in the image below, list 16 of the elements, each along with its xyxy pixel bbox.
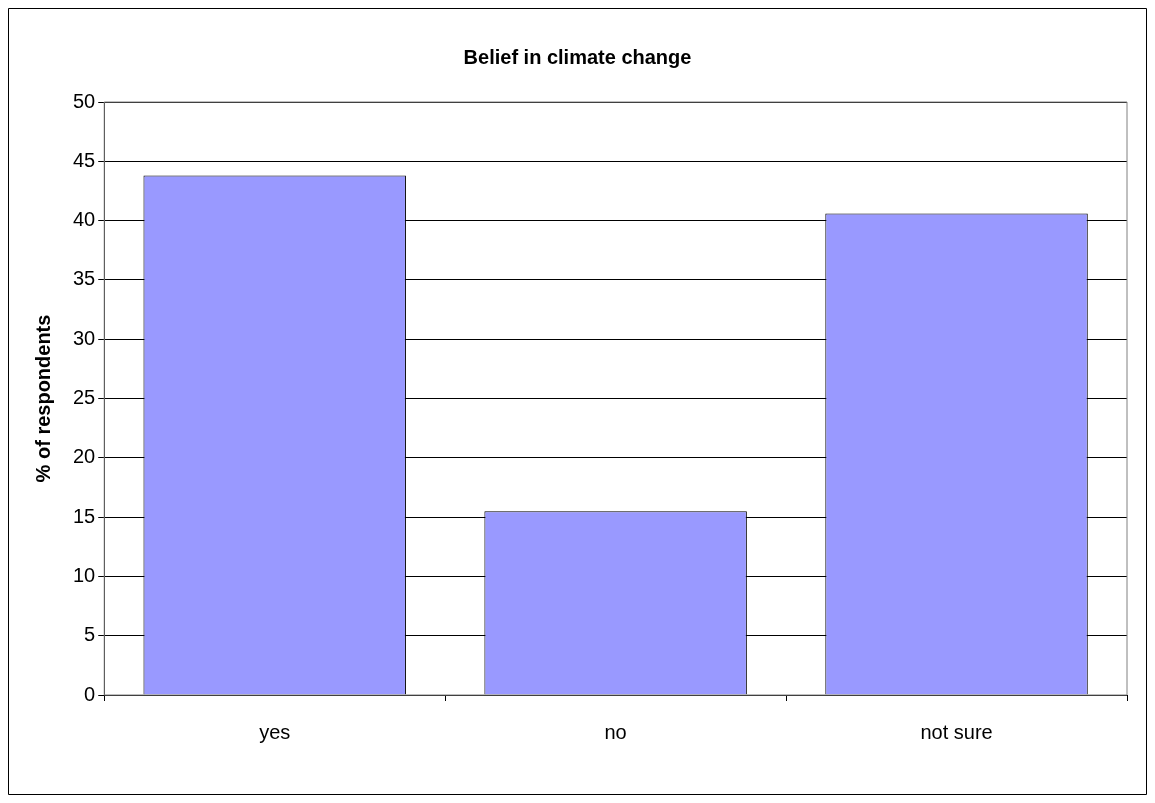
y-tick-label: 0	[84, 682, 96, 705]
y-tick-label: 20	[73, 445, 96, 468]
x-tick-label: yes	[259, 720, 291, 743]
y-tick-label: 10	[73, 563, 96, 586]
x-tick-label: no	[604, 720, 627, 743]
y-tick-label: 45	[73, 148, 96, 171]
y-axis-title: % of respondents	[31, 314, 54, 483]
y-tick-label: 35	[73, 267, 96, 290]
x-tick-label: not sure	[920, 720, 993, 743]
chart-title: Belief in climate change	[463, 45, 692, 68]
y-tick-label: 50	[73, 89, 96, 112]
y-tick-label: 40	[73, 208, 96, 231]
y-tick-label: 25	[73, 386, 96, 409]
y-tick-label: 30	[73, 326, 96, 349]
y-tick-label: 5	[84, 623, 96, 646]
y-tick-label: 15	[73, 504, 96, 527]
